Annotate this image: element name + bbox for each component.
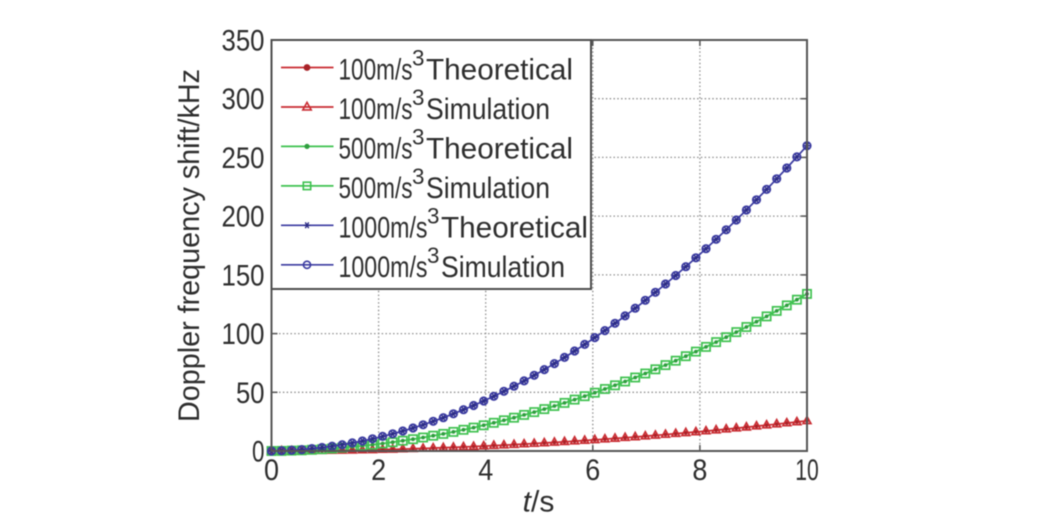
svg-text:Simulation: Simulation: [441, 251, 565, 284]
svg-text:3: 3: [427, 203, 440, 228]
svg-text:10: 10: [795, 454, 819, 487]
svg-text:0: 0: [264, 454, 279, 487]
svg-text:2: 2: [371, 454, 386, 487]
svg-text:Theoretical: Theoretical: [426, 54, 573, 87]
svg-text:50: 50: [236, 377, 265, 410]
svg-text:t/s: t/s: [523, 486, 555, 519]
svg-text:100m/s: 100m/s: [339, 54, 413, 87]
svg-text:Simulation: Simulation: [426, 93, 550, 126]
svg-text:3: 3: [412, 85, 425, 110]
svg-text:1000m/s: 1000m/s: [339, 251, 428, 284]
svg-text:150: 150: [222, 259, 265, 292]
svg-text:200: 200: [222, 201, 265, 234]
svg-text:Theoretical: Theoretical: [426, 132, 573, 165]
svg-text:350: 350: [222, 25, 265, 58]
svg-text:3: 3: [412, 46, 425, 71]
svg-text:100: 100: [222, 318, 265, 351]
svg-text:250: 250: [222, 142, 265, 175]
svg-text:3: 3: [427, 243, 440, 268]
svg-text:8: 8: [692, 454, 707, 487]
svg-text:3: 3: [412, 164, 425, 189]
svg-text:6: 6: [585, 454, 600, 487]
svg-text:Theoretical: Theoretical: [441, 211, 588, 244]
svg-text:3: 3: [412, 124, 425, 149]
svg-text:500m/s: 500m/s: [339, 172, 413, 205]
svg-text:0: 0: [252, 436, 265, 469]
svg-text:500m/s: 500m/s: [339, 132, 413, 165]
svg-text:4: 4: [478, 454, 493, 487]
svg-text:Simulation: Simulation: [426, 172, 550, 205]
svg-text:100m/s: 100m/s: [339, 93, 413, 126]
svg-text:1000m/s: 1000m/s: [339, 211, 428, 244]
svg-text:Doppler frequency shift/kHz: Doppler frequency shift/kHz: [173, 69, 206, 422]
svg-text:300: 300: [222, 83, 265, 116]
